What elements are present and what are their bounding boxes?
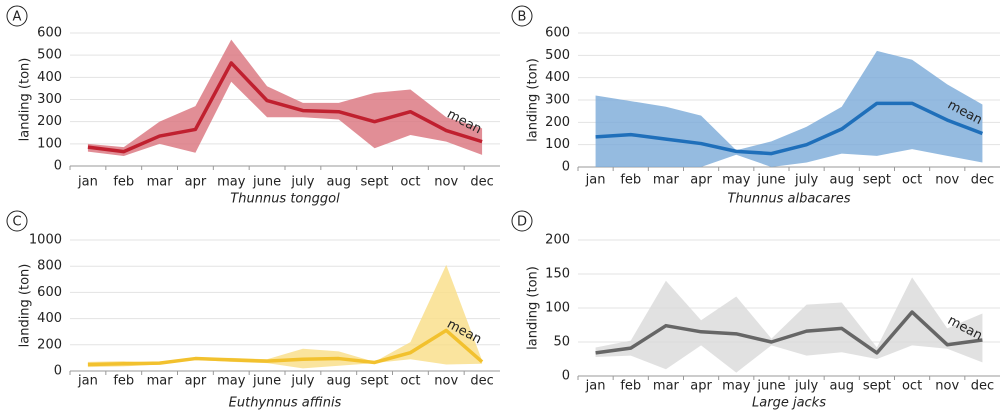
y-tick-label: 150 xyxy=(545,267,570,282)
mean-line xyxy=(595,101,984,156)
x-tick-label: dec xyxy=(470,175,493,190)
x-tick-label: apr xyxy=(690,173,712,188)
x-tick-label: jan xyxy=(585,379,606,394)
x-tick-label: nov xyxy=(434,175,458,190)
x-tick-label: feb xyxy=(113,374,134,389)
y-tick-label: 200 xyxy=(545,233,570,248)
y-tick-label: 500 xyxy=(545,48,570,63)
x-tick-label: june xyxy=(756,173,785,188)
x-tick-label: nov xyxy=(935,173,959,188)
panel-label: C xyxy=(12,215,21,230)
y-tick-label: 0 xyxy=(562,369,570,384)
y-tick-label: 200 xyxy=(37,337,62,352)
panel-badge xyxy=(511,210,533,232)
y-axis-label: landing (ton) xyxy=(18,264,33,348)
x-tick-label: sept xyxy=(361,374,389,389)
y-axis-label: landing (ton) xyxy=(18,58,33,142)
y-tick-label: 400 xyxy=(545,70,570,85)
panel-label: D xyxy=(517,215,527,230)
y-tick-label: 100 xyxy=(37,136,62,151)
panel-badge xyxy=(6,210,28,232)
y-tick-label: 200 xyxy=(545,115,570,130)
panel-badge xyxy=(6,5,28,27)
x-tick-label: may xyxy=(217,175,246,190)
x-tick-label: apr xyxy=(185,374,207,389)
y-tick-label: 0 xyxy=(562,160,570,175)
panel-title: Thunnus albacares xyxy=(727,192,850,207)
y-tick-label: 0 xyxy=(54,364,62,379)
x-tick-label: oct xyxy=(400,175,420,190)
panel-title: Euthynnus affinis xyxy=(229,396,342,411)
x-tick-label: may xyxy=(722,379,751,394)
y-tick-label: 300 xyxy=(37,92,62,107)
x-tick-label: oct xyxy=(902,379,922,394)
x-tick-label: jan xyxy=(77,175,98,190)
x-tick-label: may xyxy=(722,173,751,188)
x-tick-label: june xyxy=(252,374,281,389)
x-tick-label: july xyxy=(794,379,818,394)
y-tick-label: 600 xyxy=(545,26,570,41)
x-tick-label: aug xyxy=(327,374,351,389)
y-tick-label: 600 xyxy=(37,285,62,300)
x-tick-label: aug xyxy=(830,173,854,188)
x-tick-label: june xyxy=(252,175,281,190)
x-tick-label: sept xyxy=(863,173,891,188)
y-tick-label: 200 xyxy=(37,114,62,129)
panel-title: Large jacks xyxy=(752,396,826,411)
x-tick-label: aug xyxy=(327,175,351,190)
x-tick-label: sept xyxy=(863,379,891,394)
x-tick-label: jan xyxy=(77,374,98,389)
mean-line xyxy=(595,310,983,355)
panel-label: A xyxy=(13,10,22,25)
y-tick-label: 50 xyxy=(553,335,570,350)
mean-line xyxy=(87,328,484,367)
panel-title: Thunnus tonggol xyxy=(230,192,340,207)
y-tick-label: 300 xyxy=(545,93,570,108)
x-tick-label: apr xyxy=(185,175,207,190)
x-tick-label: oct xyxy=(400,374,420,389)
panel-badge xyxy=(511,5,533,27)
y-tick-label: 500 xyxy=(37,48,62,63)
x-tick-label: july xyxy=(794,173,818,188)
mean-line xyxy=(87,61,483,154)
x-tick-label: sept xyxy=(361,175,389,190)
x-tick-label: july xyxy=(290,374,314,389)
x-tick-label: dec xyxy=(470,374,493,389)
x-tick-label: feb xyxy=(620,379,641,394)
x-tick-label: june xyxy=(756,379,785,394)
y-tick-label: 400 xyxy=(37,311,62,326)
x-tick-label: mar xyxy=(653,173,680,188)
range-band xyxy=(87,39,483,157)
y-tick-label: 800 xyxy=(37,259,62,274)
x-tick-label: july xyxy=(290,175,314,190)
y-tick-label: 400 xyxy=(37,70,62,85)
x-tick-label: nov xyxy=(434,374,458,389)
x-tick-label: jan xyxy=(585,173,606,188)
range-band xyxy=(595,277,983,373)
range-band xyxy=(87,264,483,369)
panel-label: B xyxy=(518,10,527,25)
x-tick-label: apr xyxy=(690,379,712,394)
y-axis-label: landing (ton) xyxy=(526,266,541,350)
x-tick-label: nov xyxy=(935,379,959,394)
y-tick-label: 100 xyxy=(545,301,570,316)
x-tick-label: feb xyxy=(113,175,134,190)
x-tick-label: feb xyxy=(620,173,641,188)
x-tick-label: aug xyxy=(830,379,854,394)
x-tick-label: mar xyxy=(147,175,174,190)
range-band xyxy=(595,50,983,167)
y-tick-label: 0 xyxy=(54,159,62,174)
x-tick-label: dec xyxy=(971,173,994,188)
x-tick-label: dec xyxy=(971,379,994,394)
y-tick-label: 1000 xyxy=(29,233,62,248)
y-tick-label: 600 xyxy=(37,26,62,41)
y-tick-label: 100 xyxy=(545,137,570,152)
x-tick-label: mar xyxy=(653,379,680,394)
x-tick-label: may xyxy=(217,374,246,389)
y-axis-label: landing (ton) xyxy=(526,58,541,142)
x-tick-label: oct xyxy=(902,173,922,188)
x-tick-label: mar xyxy=(147,374,174,389)
